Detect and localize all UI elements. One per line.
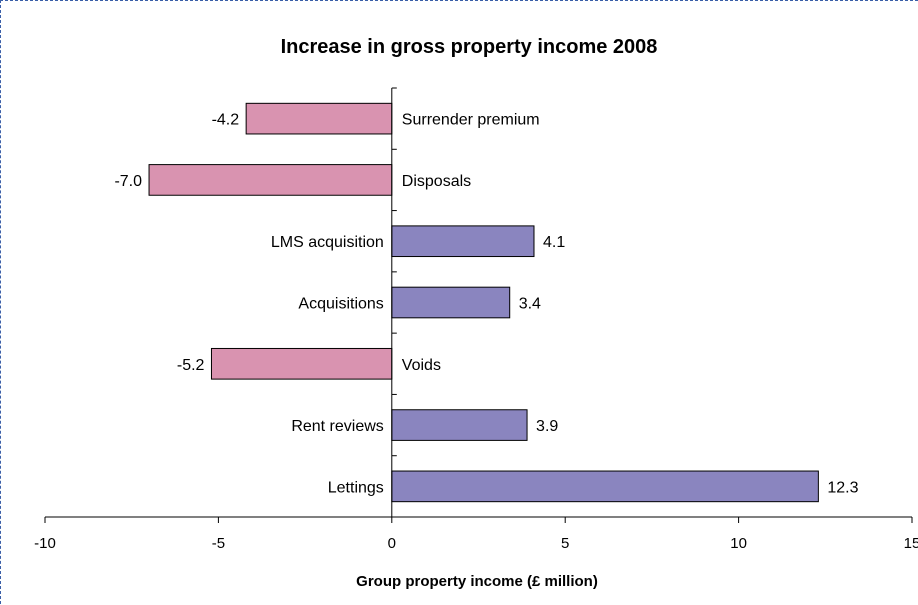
bars-layer	[148, 102, 819, 503]
data-label: -4.2	[212, 112, 240, 129]
x-tick-label: 15	[904, 535, 918, 552]
category-label: Surrender premium	[402, 112, 540, 129]
category-label: Rent reviews	[291, 418, 383, 435]
category-label: LMS acquisition	[271, 234, 384, 251]
category-label: Lettings	[328, 479, 384, 496]
data-label: 4.1	[543, 234, 565, 251]
data-label: -7.0	[114, 173, 142, 190]
data-label: -5.2	[177, 357, 205, 374]
bar	[391, 470, 819, 503]
data-label: 12.3	[827, 479, 858, 496]
x-axis-label: Group property income (£ million)	[356, 573, 598, 590]
bar	[391, 225, 535, 258]
data-label: 3.9	[536, 418, 558, 435]
bar	[245, 102, 393, 135]
bar	[148, 164, 393, 196]
x-tick-label: -10	[34, 535, 56, 552]
chart-title: Increase in gross property income 2008	[281, 36, 658, 58]
labels-layer: -4.2 Surrender premium -7.0 Disposals 4.1 LMS…	[114, 112, 858, 497]
x-tick-label: 10	[730, 535, 747, 552]
category-label: Voids	[402, 357, 441, 374]
bar	[391, 286, 511, 319]
axis-layer: -10 -5 0 5 10 15	[34, 87, 918, 552]
category-label: Disposals	[402, 173, 471, 190]
category-label: Acquisitions	[298, 296, 383, 313]
x-tick-label: 5	[561, 535, 569, 552]
bar	[391, 409, 528, 441]
bar	[210, 347, 393, 380]
data-label: 3.4	[519, 296, 541, 313]
x-tick-label: 0	[388, 535, 396, 552]
x-tick-label: -5	[212, 535, 225, 552]
